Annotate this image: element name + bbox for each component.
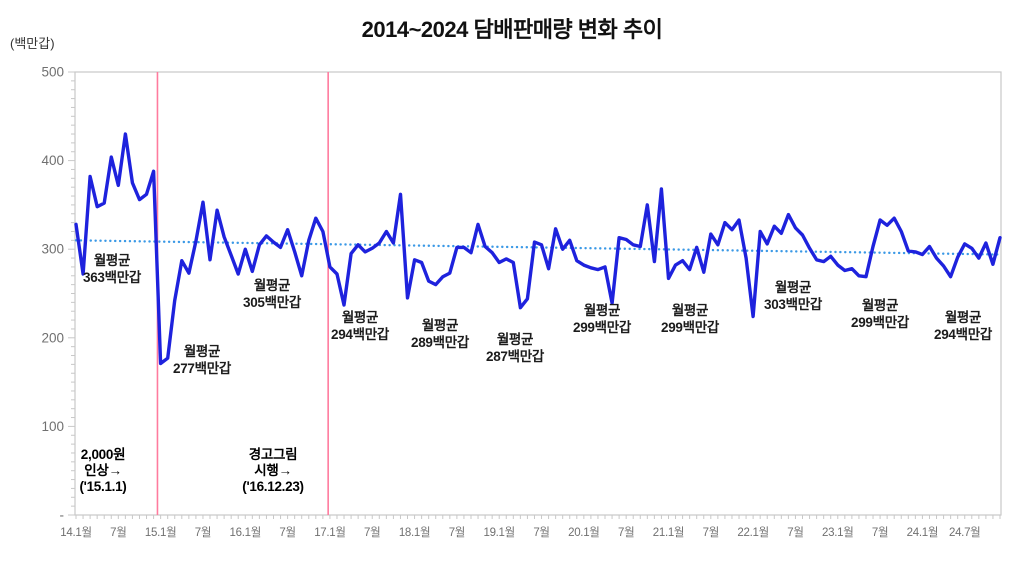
- y-tick-label: 200: [41, 330, 64, 345]
- x-tick-label: 7월: [364, 526, 380, 539]
- x-tick-label: 24.7월: [949, 526, 980, 539]
- x-tick-label: 21.1월: [653, 526, 684, 539]
- avg-annotation-2024: 월평균 294백만갑: [934, 310, 992, 342]
- avg-annotation-2022: 월평균 303백만갑: [764, 280, 822, 312]
- x-tick-label: 7월: [110, 526, 126, 539]
- avg-annotation-2016: 월평균 305백만갑: [243, 278, 301, 310]
- y-tick-label: 300: [41, 242, 64, 257]
- x-tick-label: 7월: [703, 526, 719, 539]
- avg-annotation-2020: 월평균 299백만갑: [573, 303, 631, 335]
- y-tick-label: 500: [41, 65, 64, 80]
- x-tick-label: 7월: [279, 526, 295, 539]
- x-tick-label: 17.1월: [314, 526, 345, 539]
- x-tick-label: 22.1월: [737, 526, 768, 539]
- x-tick-label: 7월: [449, 526, 465, 539]
- avg-annotation-2023: 월평균 299백만갑: [851, 298, 909, 330]
- x-tick-label: 7월: [872, 526, 888, 539]
- x-tick-label: 14.1월: [60, 526, 91, 539]
- avg-annotation-2015: 월평균 277백만갑: [173, 344, 231, 376]
- plot-border: [74, 71, 1002, 516]
- y-tick-label: 100: [41, 419, 64, 434]
- avg-annotation-2017: 월평균 294백만갑: [331, 310, 389, 342]
- avg-annotation-2021: 월평균 299백만갑: [661, 303, 719, 335]
- avg-annotation-2019: 월평균 287백만갑: [486, 332, 544, 364]
- y-axis-unit-label: (백만갑): [10, 36, 55, 51]
- x-tick-label: 16.1월: [230, 526, 261, 539]
- x-tick-label: 23.1월: [822, 526, 853, 539]
- avg-annotation-2014: 월평균 363백만갑: [83, 253, 141, 285]
- x-tick-label: 18.1월: [399, 526, 430, 539]
- y-tick-label: 400: [41, 153, 64, 168]
- x-tick-label: 7월: [195, 526, 211, 539]
- price-hike-annotation: 2,000원 인상→ ('15.1.1): [79, 447, 127, 494]
- avg-annotation-2018: 월평균 289백만갑: [411, 318, 469, 350]
- x-tick-label: 7월: [533, 526, 549, 539]
- x-tick-label: 19.1월: [483, 526, 514, 539]
- x-tick-label: 7월: [618, 526, 634, 539]
- x-tick-label: 7월: [787, 526, 803, 539]
- cigarette-sales-line: [74, 132, 1002, 366]
- y-tick-label: -: [60, 508, 65, 523]
- warning-picture-annotation: 경고그림 시행→ ('16.12.23): [242, 447, 304, 494]
- x-tick-label: 24.1월: [907, 526, 938, 539]
- x-tick-label: 15.1월: [145, 526, 176, 539]
- trend-line: [74, 239, 1002, 256]
- chart-title: 2014~2024 담배판매량 변화 추이: [361, 17, 663, 42]
- x-tick-label: 20.1월: [568, 526, 599, 539]
